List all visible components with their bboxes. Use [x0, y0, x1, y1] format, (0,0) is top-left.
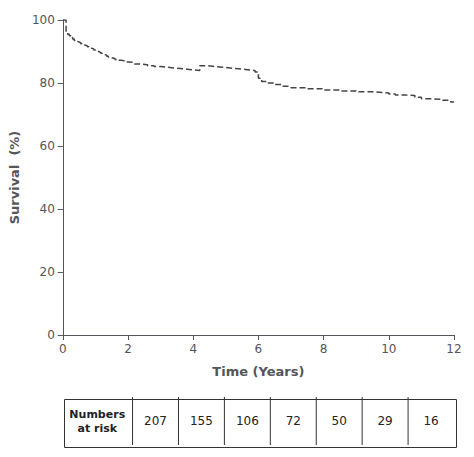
svg-text:12: 12 [446, 342, 461, 356]
svg-text:29: 29 [377, 414, 392, 428]
svg-text:10: 10 [381, 342, 396, 356]
svg-text:4: 4 [189, 342, 197, 356]
svg-text:80: 80 [40, 76, 55, 90]
svg-text:207: 207 [144, 414, 167, 428]
svg-text:40: 40 [40, 202, 55, 216]
svg-text:100: 100 [32, 13, 55, 27]
svg-text:8: 8 [320, 342, 328, 356]
svg-text:72: 72 [286, 414, 301, 428]
svg-text:Survival (%): Survival (%) [7, 131, 22, 225]
svg-text:60: 60 [40, 139, 55, 153]
svg-text:Time (Years): Time (Years) [212, 364, 304, 379]
svg-text:2: 2 [124, 342, 132, 356]
svg-text:16: 16 [423, 414, 438, 428]
svg-text:at risk: at risk [77, 422, 117, 435]
svg-text:Numbers: Numbers [69, 408, 125, 421]
svg-text:20: 20 [40, 265, 55, 279]
svg-text:106: 106 [236, 414, 259, 428]
svg-text:155: 155 [190, 414, 213, 428]
svg-text:0: 0 [47, 328, 55, 342]
svg-text:0: 0 [59, 342, 67, 356]
svg-text:6: 6 [255, 342, 263, 356]
svg-text:50: 50 [332, 414, 347, 428]
